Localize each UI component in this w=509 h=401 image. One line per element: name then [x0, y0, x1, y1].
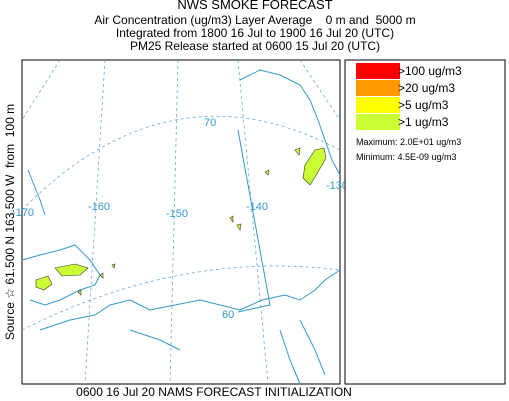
map-frame — [21, 59, 341, 385]
subtitle: Air Concentration (ug/m3) Layer Average … — [94, 13, 415, 27]
domain-edge — [237, 129, 271, 313]
legend: Maximum: 2.0E+01 ug/m3 Minimum: 4.5E-09 … — [344, 59, 506, 385]
smoke-area — [302, 147, 327, 186]
smoke-area — [35, 275, 53, 291]
minimum: Minimum: 4.5E-09 ug/m3 — [356, 152, 457, 162]
longitude-label: -170 — [12, 207, 34, 219]
title: NWS SMOKE FORECAST — [177, 0, 332, 12]
longitude-label: -150 — [166, 208, 188, 220]
footer: 0600 16 Jul 20 NAMS FORECAST INITIALIZAT… — [76, 385, 352, 399]
smoke-area — [77, 147, 301, 296]
longitude-label: -160 — [88, 201, 110, 213]
longitude-label: -140 — [246, 201, 268, 213]
legend-label: >5 ug/m3 — [398, 98, 449, 112]
legend-label: >1 ug/m3 — [398, 115, 449, 129]
latitude-label: 60 — [222, 309, 234, 321]
graticule — [21, 115, 341, 211]
smoke-area — [54, 263, 89, 277]
source-label: Source ☆ 61.500 N 163.500 W from 100 m — [3, 104, 17, 340]
legend-label: >100 ug/m3 — [398, 64, 462, 78]
graticule — [21, 265, 341, 331]
subtitle: Integrated from 1800 16 Jul to 1900 16 J… — [116, 26, 394, 40]
longitude-label: -130 — [326, 180, 348, 192]
legend-swatch — [356, 114, 400, 130]
subtitle: PM25 Release started at 0600 15 Jul 20 (… — [130, 39, 380, 53]
legend-swatch — [356, 63, 400, 79]
map: -170 -160 -150 -140 -130 70 60 — [12, 59, 348, 385]
legend-swatch — [356, 80, 400, 96]
maximum: Maximum: 2.0E+01 ug/m3 — [356, 137, 461, 147]
coastline — [129, 69, 341, 385]
legend-swatch — [356, 97, 400, 113]
legend-label: >20 ug/m3 — [398, 81, 455, 95]
graticule — [21, 59, 341, 385]
latitude-label: 70 — [204, 117, 216, 129]
